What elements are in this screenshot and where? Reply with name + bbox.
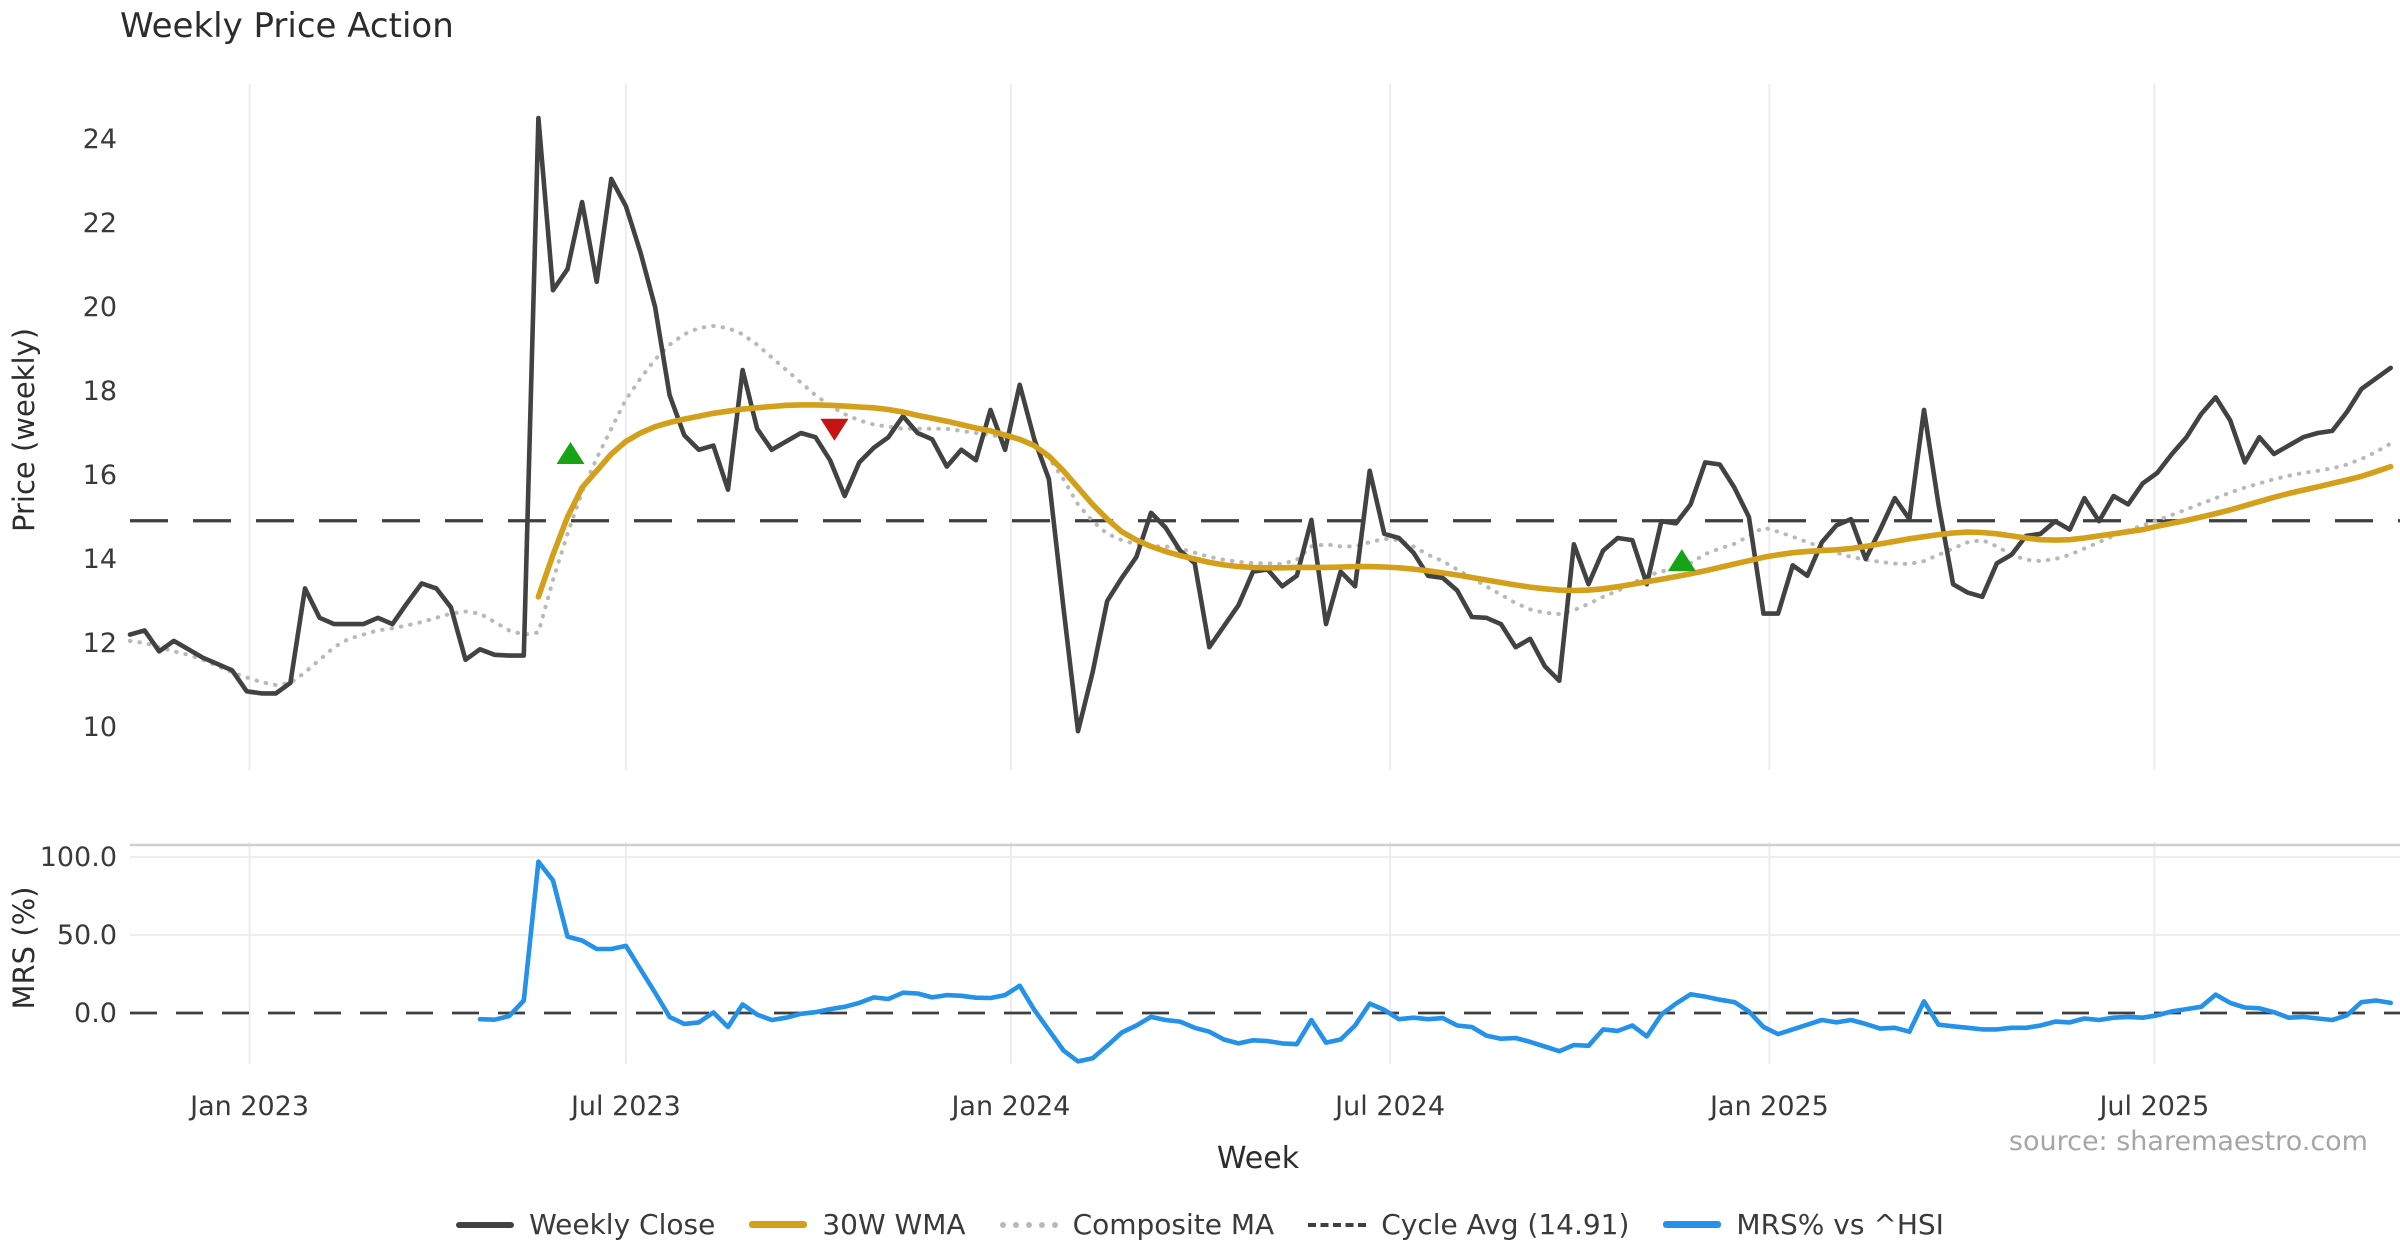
mrs-axis-label: MRS (%) xyxy=(7,887,41,1010)
buy-signal-marker xyxy=(1667,549,1696,572)
mrs-axis-tick-label: 0.0 xyxy=(74,998,117,1029)
legend-item-cycle: Cycle Avg (14.91) xyxy=(1308,1208,1629,1241)
x-axis-tick-label: Jul 2023 xyxy=(569,1091,681,1122)
price-axis-tick-label: 18 xyxy=(83,376,117,407)
x-axis-tick-label: Jan 2024 xyxy=(949,1091,1070,1122)
chart-legend: Weekly Close 30W WMA Composite MA Cycle Avg… xyxy=(0,1208,2400,1241)
legend-item-composite: Composite MA xyxy=(999,1208,1275,1241)
price-axis-tick-label: 10 xyxy=(83,712,117,743)
legend-item-mrs: MRS% vs ^HSI xyxy=(1663,1208,1944,1241)
signal-markers xyxy=(556,418,1696,572)
legend-swatch-mrs xyxy=(1663,1221,1722,1228)
mrs-axis-tick-label: 100.0 xyxy=(40,842,117,873)
sell-signal-marker xyxy=(820,418,849,441)
price-axis-tick-label: 20 xyxy=(83,292,117,323)
x-axis-tick-label: Jan 2025 xyxy=(1708,1091,1829,1122)
x-axis-tick-label: Jul 2024 xyxy=(1333,1091,1445,1122)
legend-swatch-composite xyxy=(999,1221,1058,1228)
mrs-line xyxy=(477,859,2393,1064)
price-axis-tick-label: 24 xyxy=(83,124,117,155)
30w-wma-line xyxy=(535,402,2394,600)
legend-swatch-close xyxy=(456,1221,515,1228)
page-title: Weekly Price Action xyxy=(120,6,454,46)
legend-label: MRS% vs ^HSI xyxy=(1736,1208,1944,1241)
x-axis-tick-label: Jul 2025 xyxy=(2097,1091,2209,1122)
x-axis-tick-label: Jan 2023 xyxy=(188,1091,309,1122)
legend-label: Cycle Avg (14.91) xyxy=(1381,1208,1630,1241)
weekly-close-line xyxy=(127,115,2393,734)
legend-label: 30W WMA xyxy=(822,1208,966,1241)
price-axis-tick-label: 12 xyxy=(83,628,117,659)
price-axis-tick-label: 22 xyxy=(83,208,117,239)
week-axis-label: Week xyxy=(1217,1141,1300,1176)
price-axis-tick-label: 14 xyxy=(83,544,117,575)
legend-item-wma: 30W WMA xyxy=(749,1208,966,1241)
buy-signal-marker xyxy=(556,442,585,464)
legend-label: Composite MA xyxy=(1072,1208,1275,1241)
legend-item-close: Weekly Close xyxy=(456,1208,715,1241)
legend-swatch-wma xyxy=(749,1221,808,1228)
composite-ma-line xyxy=(128,323,2393,687)
mrs-axis-tick-label: 50.0 xyxy=(57,920,117,951)
axis-tick-labels: Jan 2023 Jul 2023 Jan 2024 Jul 2024 Jan 2025… xyxy=(40,124,2210,1122)
legend-label: Weekly Close xyxy=(529,1208,716,1241)
price-axis-label: Price (weekly) xyxy=(7,328,41,532)
legend-swatch-cycle xyxy=(1308,1222,1367,1227)
source-watermark: source: sharemaestro.com xyxy=(2009,1126,2368,1157)
gridlines xyxy=(130,84,2400,1064)
price-axis-tick-label: 16 xyxy=(83,460,117,491)
chart-series xyxy=(127,115,2400,1064)
